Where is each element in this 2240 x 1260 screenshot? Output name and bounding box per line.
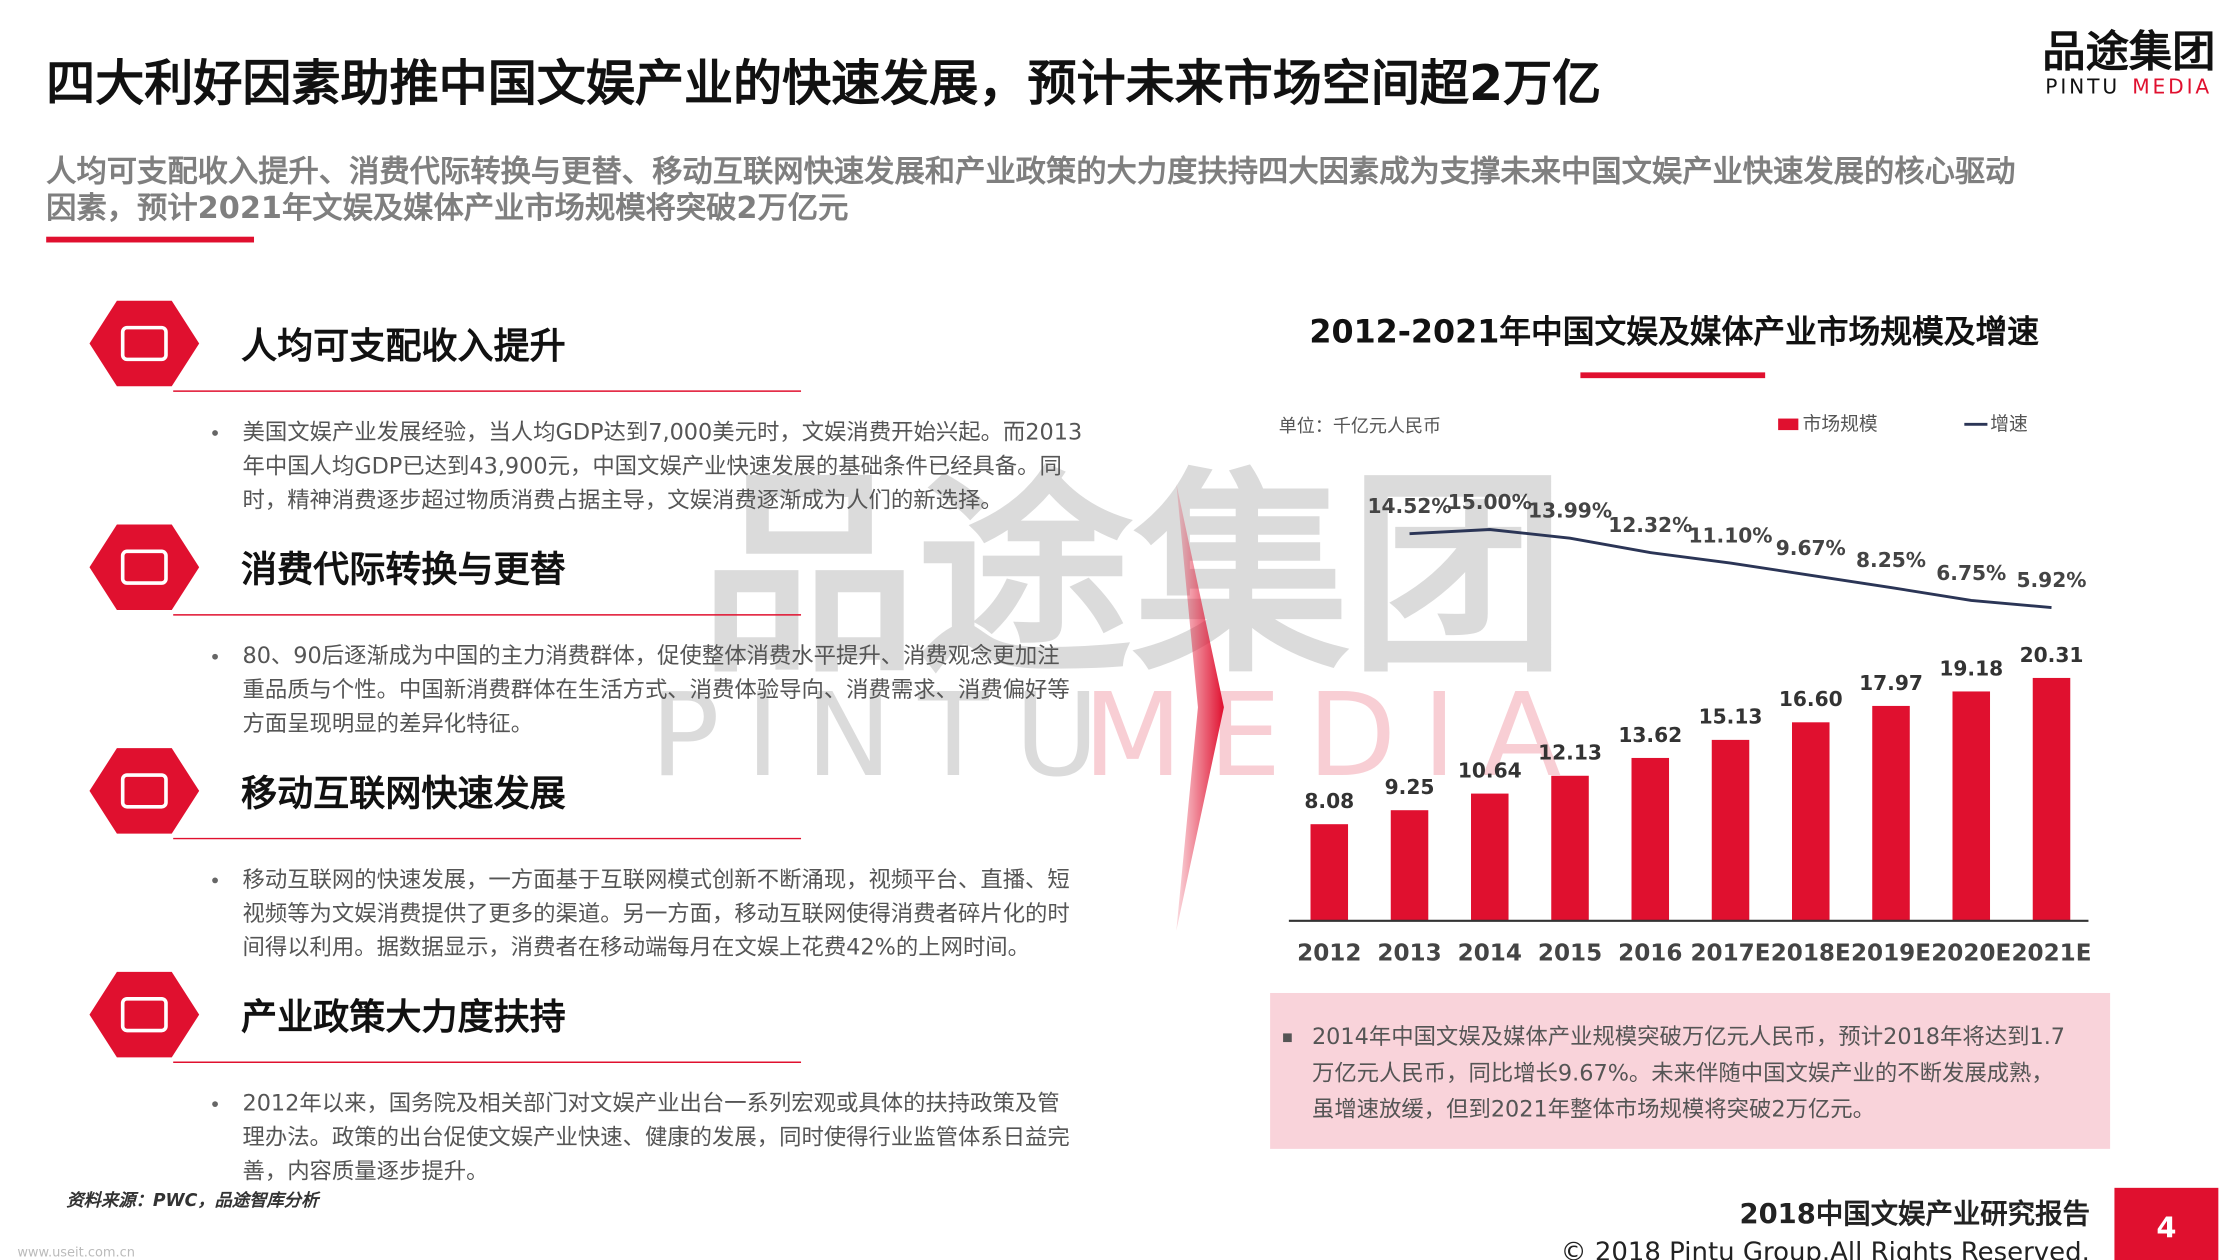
- icon-glyph: [120, 996, 168, 1033]
- bar: [1711, 739, 1750, 921]
- bar-label: 16.60: [1779, 687, 1843, 711]
- bullet: [212, 1101, 218, 1108]
- bar: [1471, 793, 1509, 921]
- bullet: [212, 653, 218, 660]
- watermark: PINTU: [650, 669, 1125, 803]
- source: 资料来源：PWC，品途智库分析: [66, 1190, 321, 1211]
- line-label: 12.32%: [1608, 513, 1692, 537]
- bar-label: 9.25: [1385, 775, 1435, 799]
- line-label: 13.99%: [1528, 499, 1612, 523]
- note-text: 万亿元人民币，同比增长9.67%。未来伴随中国文娱产业的不断发展成熟，: [1312, 1060, 2054, 1086]
- title: 四大利好因素助推中国文娱产业的快速发展，预计未来市场空间超2万亿: [46, 54, 1601, 112]
- line-label: 5.92%: [2016, 568, 2086, 592]
- section-text: 80、90后逐渐成为中国的主力消费群体，促使整体消费水平提升、消费观念更加注: [242, 643, 1059, 669]
- line-label: 6.75%: [1936, 561, 2006, 585]
- section-text: 视频等为文娱消费提供了更多的渠道。另一方面，移动互联网使得消费者碎片化的时: [242, 901, 1069, 927]
- section-text: 重品质与个性。中国新消费群体在生活方式、消费体验导向、消费需求、消费偏好等: [242, 677, 1069, 703]
- bar-label: 19.18: [1939, 656, 2003, 680]
- section-heading: 移动互联网快速发展: [241, 772, 566, 814]
- bar-label: 20.31: [2020, 643, 2084, 667]
- x-tick-label: 2015: [1538, 941, 1602, 967]
- bar-label: 10.64: [1458, 758, 1522, 782]
- section-icon: [89, 748, 200, 834]
- arrow: [1176, 483, 1224, 931]
- section-heading: 消费代际转换与更替: [241, 549, 566, 591]
- section-icon: [89, 971, 200, 1058]
- section-text: 间得以利用。据数据显示，消费者在移动端每月在文娱上花费42%的上网时间。: [242, 935, 1030, 961]
- chart-title-underline: [1580, 372, 1766, 379]
- section-text: 善，内容质量逐步提升。: [242, 1158, 488, 1184]
- section-icon: [89, 524, 200, 610]
- bullet: [212, 430, 218, 436]
- logo-en: MEDIA: [2132, 75, 2212, 99]
- bar: [1551, 775, 1589, 921]
- chart-title: 2012-2021年中国文娱及媒体产业市场规模及增速: [1309, 313, 2039, 350]
- section-text: 方面呈现明显的差异化特征。: [242, 711, 533, 737]
- bar-label: 12.13: [1538, 741, 1602, 765]
- icon-glyph: [120, 773, 168, 809]
- watermark: 品途集团: [700, 451, 1566, 703]
- line-label: 14.52%: [1367, 494, 1451, 518]
- x-tick-label: 2019E: [1851, 941, 1931, 967]
- bar-label: 15.13: [1699, 705, 1763, 729]
- bar: [1872, 705, 1910, 921]
- x-tick-label: 2018E: [1771, 941, 1851, 967]
- x-tick-label: 2013: [1377, 941, 1441, 967]
- section-text: 年中国人均GDP已达到43,900元，中国文娱产业快速发展的基础条件已经具备。同: [242, 453, 1061, 479]
- section-heading: 产业政策大力度扶持: [241, 996, 566, 1038]
- note-text: 2014年中国文娱及媒体产业规模突破万亿元人民币，预计2018年将达到1.7: [1312, 1024, 2065, 1050]
- bar-label: 17.97: [1859, 671, 1923, 695]
- section-text: 美国文娱产业发展经验，当人均GDP达到7,000美元时，文娱消费开始兴起。而20…: [242, 419, 1082, 445]
- icon-glyph: [120, 325, 168, 362]
- note-box: [1270, 992, 2111, 1149]
- x-tick-label: 2021E: [2012, 941, 2092, 967]
- legend-label: 市场规模: [1803, 413, 1878, 435]
- subtitle: 因素，预计2021年文娱及媒体产业市场规模将突破2万亿元: [46, 190, 848, 226]
- section-text: 时，精神消费逐步超过物质消费占据主导，文娱消费逐渐成为人们的新选择。: [242, 487, 1002, 513]
- bar: [1390, 810, 1429, 921]
- section-icon: [89, 300, 200, 387]
- note-text: 虽增速放缓，但到2021年整体市场规模将突破2万亿元。: [1312, 1096, 1875, 1122]
- page-box: [2114, 1187, 2219, 1260]
- legend-swatch: [1778, 418, 1799, 431]
- x-tick-label: 2014: [1458, 941, 1522, 967]
- section-heading: 人均可支配收入提升: [241, 325, 566, 367]
- report-name: 2018中国文娱产业研究报告: [1740, 1198, 2090, 1230]
- bar: [1792, 722, 1830, 921]
- site: www.useit.com.cn: [17, 1245, 135, 1260]
- x-tick-label: 2020E: [1931, 941, 2011, 967]
- line-label: 15.00%: [1448, 490, 1532, 514]
- bar: [1631, 757, 1670, 921]
- x-tick-label: 2017E: [1691, 941, 1771, 967]
- line-label: 8.25%: [1856, 548, 1926, 572]
- line-label: 9.67%: [1776, 536, 1846, 560]
- icon-glyph: [120, 549, 168, 585]
- bar: [1952, 691, 1991, 921]
- bar-label: 13.62: [1618, 723, 1682, 747]
- bullet: [1283, 1033, 1292, 1043]
- bullet: [212, 877, 218, 884]
- copyright: © 2018 Pintu Group.All Rights Reserved.: [1561, 1237, 2090, 1260]
- line-label: 11.10%: [1688, 524, 1772, 548]
- growth-line: [1409, 528, 2052, 610]
- section-text: 2012年以来，国务院及相关部门对文娱产业出台一系列宏观或具体的扶持政策及管: [242, 1091, 1059, 1117]
- bar: [2032, 677, 2071, 921]
- title-underline: [46, 236, 255, 243]
- x-tick-label: 2012: [1297, 941, 1361, 967]
- x-tick-label: 2016: [1618, 941, 1682, 967]
- bar: [1310, 824, 1349, 921]
- logo: 品途集团: [2042, 27, 2215, 77]
- logo-en: PINTU: [2045, 75, 2120, 99]
- bar-label: 8.08: [1304, 789, 1354, 813]
- watermark: MEDIA: [1083, 669, 1587, 803]
- subtitle: 人均可支配收入提升、消费代际转换与更替、移动互联网快速发展和产业政策的大力度扶持…: [46, 154, 2015, 190]
- unit-label: 单位：千亿元人民币: [1279, 416, 1441, 437]
- page-number: 4: [2156, 1211, 2176, 1245]
- section-text: 理办法。政策的出台促使文娱产业快速、健康的发展，同时使得行业监管体系日益完: [242, 1125, 1069, 1151]
- section-text: 移动互联网的快速发展，一方面基于互联网模式创新不断涌现，视频平台、直播、短: [242, 867, 1069, 893]
- legend-label: 增速: [1990, 413, 2028, 435]
